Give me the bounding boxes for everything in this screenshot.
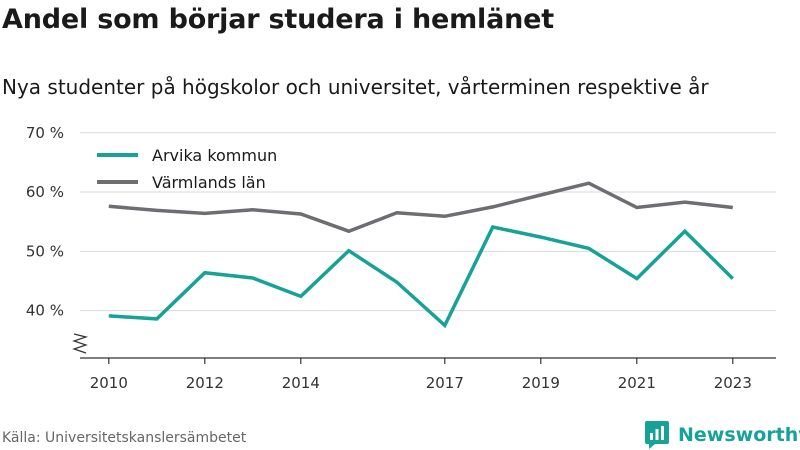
x-tick-label: 2012: [186, 374, 224, 392]
series-line-varmland: [108, 181, 733, 234]
y-tick-label: 40 %: [26, 302, 64, 320]
x-tick-label: 2023: [714, 374, 752, 392]
x-axis: [72, 333, 776, 364]
x-tick-label: 2017: [426, 374, 464, 392]
x-tick-label: 2010: [90, 374, 128, 392]
source-note: Källa: Universitetskanslersämbetet: [2, 430, 247, 446]
y-tick-label: 70 %: [26, 124, 64, 142]
y-tick-label: 50 %: [26, 242, 64, 260]
legend-label: Arvika kommun: [152, 146, 277, 165]
newsworthy-logo-icon: [645, 421, 669, 449]
chart-subtitle: Nya studenter på högskolor och universit…: [2, 75, 709, 99]
legend: Arvika kommun Värmlands län: [97, 146, 277, 192]
chart-title: Andel som börjar studera i hemlänet: [2, 4, 554, 35]
series-lines: [108, 181, 735, 329]
legend-label: Värmlands län: [152, 173, 266, 192]
x-tick-label: 2021: [618, 374, 656, 392]
y-axis-labels: 40 % 50 % 60 % 70 %: [26, 124, 64, 320]
x-tick-label: 2019: [522, 374, 560, 392]
x-tick-label: 2014: [282, 374, 320, 392]
brand-name: Newsworthy: [678, 424, 800, 446]
x-axis-labels: 2010 2012 2014 2017 2019 2021 2023: [90, 374, 752, 392]
y-tick-label: 60 %: [26, 183, 64, 201]
axis-break-icon: [72, 333, 89, 354]
series-line-arvika: [108, 225, 735, 329]
brand-logo: Newsworthy: [644, 420, 800, 450]
